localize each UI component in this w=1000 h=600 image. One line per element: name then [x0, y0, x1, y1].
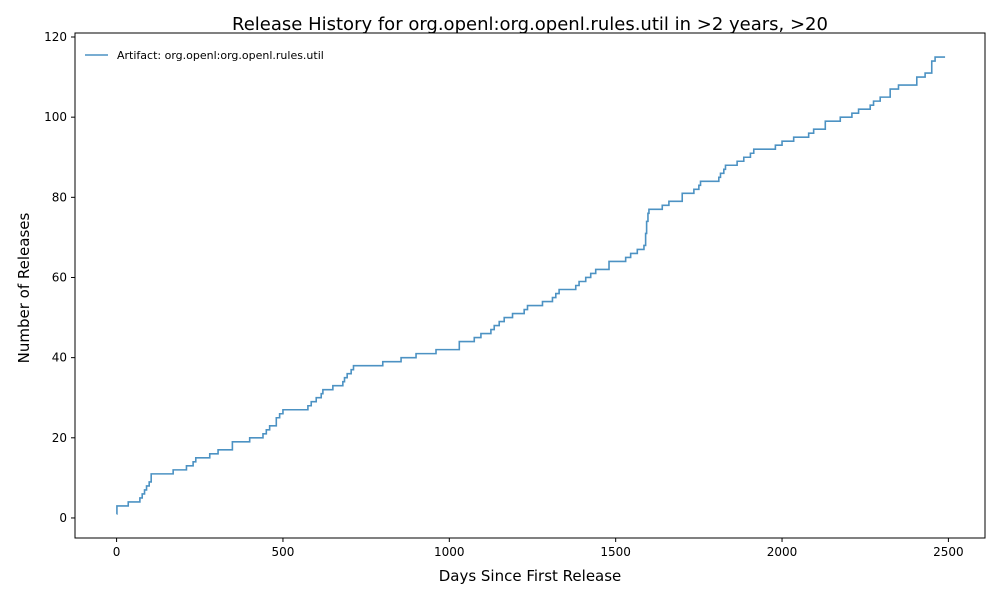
y-tick-label: 80	[52, 190, 67, 204]
y-tick-label: 0	[59, 511, 67, 525]
legend-entry-label: Artifact: org.openl:org.openl.rules.util	[117, 49, 324, 62]
x-axis-label: Days Since First Release	[439, 567, 622, 585]
plot-frame	[74, 32, 986, 539]
x-tick-label: 500	[271, 545, 294, 559]
y-axis-label: Number of Releases	[15, 212, 33, 363]
y-tick-label: 60	[52, 270, 67, 284]
legend: Artifact: org.openl:org.openl.rules.util	[85, 49, 324, 62]
x-tick-label: 2500	[933, 545, 964, 559]
y-tick-label: 40	[52, 351, 67, 365]
x-tick-label: 0	[113, 545, 121, 559]
y-tick-label: 120	[44, 30, 67, 44]
y-axis: 0 20 40 60 80 100 120	[44, 30, 75, 525]
x-axis: 0 500 1000 1500 2000 2500	[113, 538, 964, 559]
y-tick-label: 20	[52, 431, 67, 445]
series-line-0	[116, 56, 946, 515]
chart-title: Release History for org.openl:org.openl.…	[232, 14, 828, 35]
x-tick-label: 1000	[434, 545, 465, 559]
x-tick-label: 1500	[600, 545, 631, 559]
y-tick-label: 100	[44, 110, 67, 124]
x-tick-label: 2000	[767, 545, 798, 559]
